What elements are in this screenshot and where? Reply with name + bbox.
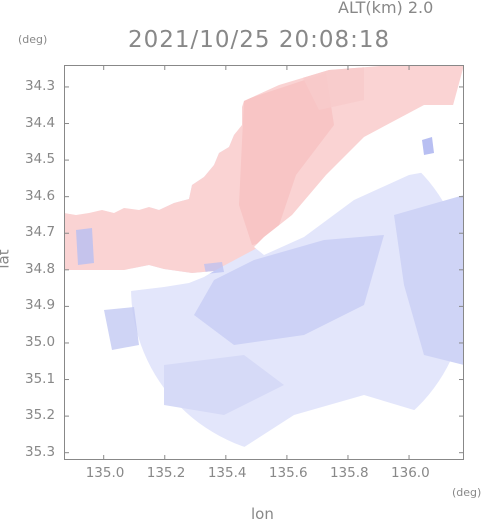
y-tick-label: 34.9 xyxy=(25,297,56,314)
y-unit-label: (deg) xyxy=(18,33,48,46)
altitude-label: ALT(km) 2.0 xyxy=(338,0,434,17)
y-tick-label: 34.5 xyxy=(25,151,56,168)
y-tick-label: 35.3 xyxy=(25,443,56,460)
y-axis-label: lat xyxy=(0,249,13,269)
radar-velocity-map xyxy=(64,65,464,460)
x-tick-label: 135.4 xyxy=(207,465,247,481)
timestamp-title: 2021/10/25 20:08:18 xyxy=(128,27,391,53)
x-tick-label: 135.6 xyxy=(268,465,308,481)
y-tick-label: 35.1 xyxy=(25,370,56,387)
y-tick-label: 35.2 xyxy=(25,407,56,424)
y-tick-label: 34.7 xyxy=(25,224,56,241)
x-tick-label: 135.2 xyxy=(146,465,186,481)
x-tick-label: 136.0 xyxy=(391,465,430,481)
y-tick-label: 35.0 xyxy=(25,333,56,350)
x-axis-label: lon xyxy=(251,505,274,523)
y-tick-label: 34.6 xyxy=(25,187,56,204)
y-tick-label: 34.8 xyxy=(25,260,56,277)
y-tick-label: 34.3 xyxy=(25,77,56,94)
x-tick-label: 135.8 xyxy=(329,465,369,481)
x-unit-label: (deg) xyxy=(452,486,482,499)
x-tick-label: 135.0 xyxy=(85,465,125,481)
y-tick-label: 34.4 xyxy=(25,114,56,131)
plot-frame xyxy=(64,65,464,460)
